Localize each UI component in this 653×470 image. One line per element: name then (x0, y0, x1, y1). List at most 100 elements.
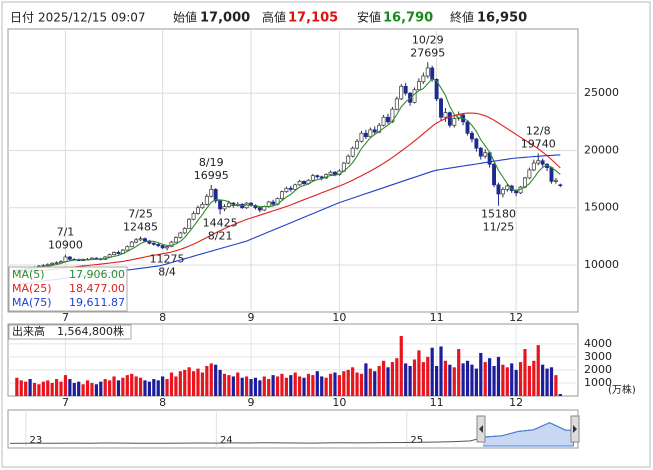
candle-body (63, 256, 68, 262)
volume-bar (399, 336, 403, 396)
volume-bar (342, 371, 346, 396)
candle-body (355, 140, 360, 149)
candle-body (483, 152, 488, 157)
volume-bar (554, 375, 558, 396)
volume-bar (218, 369, 222, 396)
volume-bar (443, 360, 448, 396)
navigator-selection (483, 422, 574, 447)
y-tick-label: 1000 (584, 376, 612, 389)
candle-body (478, 147, 483, 157)
volume-bar (311, 375, 315, 396)
volume-bar (68, 379, 72, 396)
header-value: 16,950 (477, 11, 527, 26)
volume-bar (90, 382, 94, 396)
candle-body (204, 195, 209, 205)
y-tick-label: 15000 (584, 201, 619, 214)
year-label: 24 (220, 435, 233, 446)
year-label: 25 (410, 435, 423, 446)
candle-body (59, 261, 63, 264)
volume-bar (165, 379, 169, 396)
volume-bar (461, 363, 465, 396)
candle-body (280, 191, 284, 199)
candle-body (271, 201, 276, 205)
candle-body (41, 265, 46, 267)
navigator-area (483, 422, 574, 447)
candle-body (492, 163, 496, 186)
legend-value: 18,477.00 (69, 282, 125, 295)
volume-bar (470, 364, 474, 396)
candle-body (368, 129, 373, 138)
candle-body (558, 184, 563, 186)
volume-bar (302, 377, 306, 396)
candle-body (350, 147, 355, 157)
volume-bar (187, 367, 191, 396)
volume-bar (386, 367, 390, 396)
volume-latest: 1,564,800株 (57, 324, 124, 338)
volume-bar (271, 375, 275, 396)
volume-bar (46, 380, 50, 396)
volume-bar (143, 380, 147, 396)
y-tick-label: 4000 (584, 337, 612, 350)
candle-body (500, 189, 505, 195)
volume-bar (72, 382, 76, 396)
candle-body (151, 242, 156, 245)
x-tick-label: 12 (509, 396, 523, 409)
volume-bar (474, 368, 478, 396)
annotation-value: 27695 (410, 46, 445, 59)
volume-label-box (8, 324, 132, 340)
candle-body (447, 112, 452, 126)
candle-body (434, 79, 439, 100)
x-tick-label: 8 (159, 396, 166, 409)
candle-body (138, 238, 143, 241)
candle-body (553, 179, 558, 182)
candle-body (531, 162, 536, 171)
annotation-value: 15180 (481, 208, 516, 221)
candle-body (284, 187, 289, 193)
candle-body (399, 85, 404, 100)
candle-body (474, 138, 479, 149)
candle-body (116, 252, 121, 254)
candle-body (165, 246, 170, 249)
candle-body (439, 98, 443, 118)
volume-bar (492, 366, 496, 396)
candle-body (346, 155, 351, 164)
candle-body (540, 160, 545, 165)
annotation-date: 8/21 (208, 229, 233, 242)
x-tick-label: 11 (430, 396, 444, 409)
volume-bar (514, 369, 518, 396)
header-label: 安値 (357, 10, 381, 25)
volume-bar (465, 360, 470, 396)
x-tick-label: 9 (248, 396, 255, 409)
candle-body (81, 259, 86, 262)
volume-bar (284, 377, 288, 396)
volume-bar (55, 379, 59, 396)
annotation-date: 7/1 (57, 226, 75, 239)
volume-bar (205, 366, 209, 396)
volume-bar (112, 376, 116, 396)
volume-marks (15, 336, 562, 396)
volume-bar (178, 371, 182, 396)
candle-body (386, 116, 390, 123)
volume-bar (306, 373, 311, 396)
annotation-value: 12485 (123, 221, 158, 234)
volume-bar (298, 376, 302, 396)
header-value: 16,790 (383, 11, 433, 26)
volume-bar (222, 373, 227, 396)
volume-bar (457, 349, 461, 396)
volume-bar (134, 376, 138, 396)
legend-value: 17,906.00 (69, 268, 125, 281)
volume-bar (545, 368, 549, 396)
x-tick-label: 12 (509, 311, 523, 324)
volume-bar (355, 372, 359, 396)
volume-bar (430, 347, 434, 396)
volume-bar (24, 381, 28, 396)
x-tick-label: 7 (62, 311, 69, 324)
y-tick-label: 25000 (584, 86, 619, 99)
candle-body (173, 237, 178, 243)
candle-body (112, 252, 116, 256)
candle-body (54, 262, 59, 264)
volume-bar (536, 345, 540, 396)
candle-body (363, 132, 368, 138)
volume-bar (183, 369, 187, 396)
candle-body (394, 98, 399, 110)
